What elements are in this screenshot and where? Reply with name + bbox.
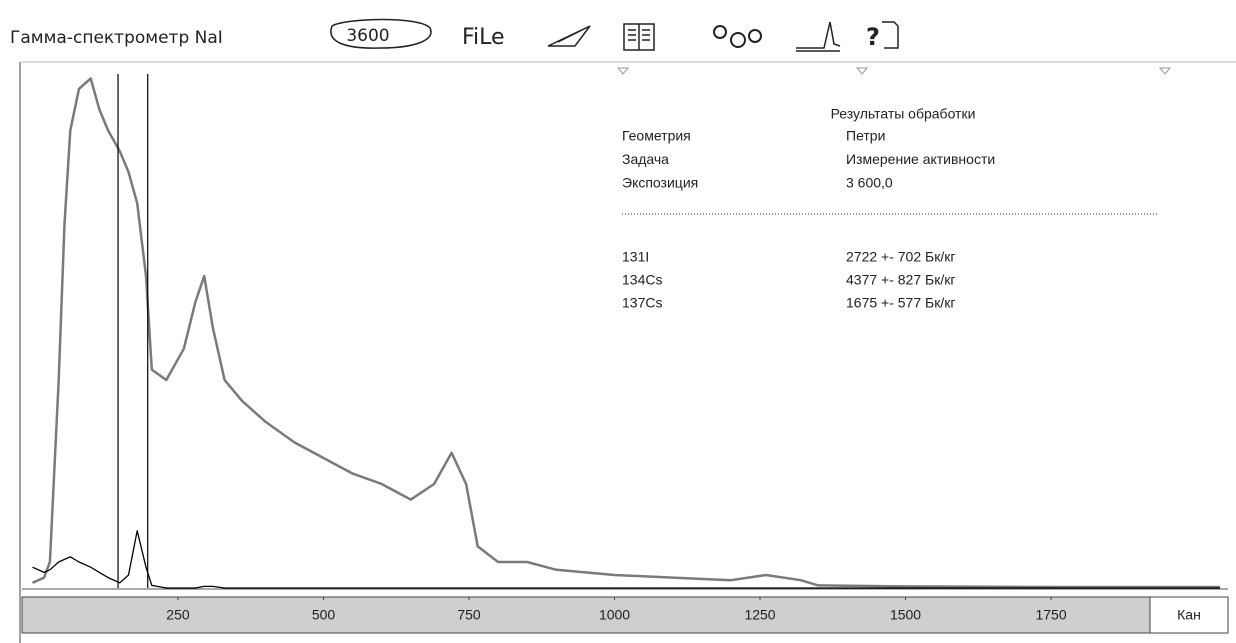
gear-icon (748, 29, 762, 43)
x-axis-label: Кан (1177, 607, 1201, 623)
spectrum-line (32, 530, 1220, 589)
result-key: Экспозиция (622, 175, 698, 191)
result-key: Задача (622, 151, 669, 167)
x-tick-label: 250 (166, 607, 190, 623)
x-axis-bar (21, 596, 1151, 634)
nuclide-activity: 2722 +- 702 Бк/кг (846, 249, 955, 265)
settings-button[interactable] (713, 25, 762, 48)
results-title: Результаты обработки (831, 106, 976, 122)
nuclide-activity: 4377 +- 827 Бк/кг (846, 272, 955, 288)
book-button[interactable] (623, 23, 655, 51)
result-value: Измерение активности (846, 151, 995, 167)
x-tick-label: 500 (312, 607, 336, 623)
result-key: Геометрия (622, 128, 691, 144)
help-icon-label: ? (866, 23, 880, 51)
x-tick-label: 1750 (1035, 607, 1066, 623)
file-button[interactable]: FiLe (462, 25, 505, 50)
gear-icon (730, 32, 746, 48)
x-tick-label: 1250 (744, 607, 775, 623)
x-tick-label: 1500 (890, 607, 921, 623)
result-value: 3 600,0 (846, 175, 893, 191)
x-tick-label: 750 (457, 607, 481, 623)
peak-icon (796, 21, 841, 52)
time-button[interactable]: 3600 (330, 18, 432, 49)
send-button[interactable] (547, 25, 591, 47)
book-icon (623, 23, 655, 51)
app-title: Гамма-спектрометр NaI (10, 28, 223, 48)
spectrum-line (31, 77, 1220, 589)
nuclide-name: 137Cs (622, 295, 662, 311)
result-value: Петри (846, 128, 885, 144)
file-icon-label: FiLe (462, 25, 505, 50)
nuclide-name: 134Cs (622, 272, 662, 288)
marker-handles (616, 67, 1172, 75)
nuclide-name: 131I (622, 249, 649, 265)
plane-icon (547, 25, 591, 47)
x-axis-unit-box (1149, 596, 1229, 634)
time-button-label: 3600 (346, 26, 389, 46)
gear-icon (713, 25, 727, 39)
help-icon-page (882, 21, 899, 49)
time-button-outline (330, 18, 432, 49)
peak-button[interactable] (796, 21, 841, 52)
x-tick-label: 1000 (599, 607, 630, 623)
help-button[interactable]: ? (866, 21, 899, 51)
nuclide-activity: 1675 +- 577 Бк/кг (846, 295, 955, 311)
